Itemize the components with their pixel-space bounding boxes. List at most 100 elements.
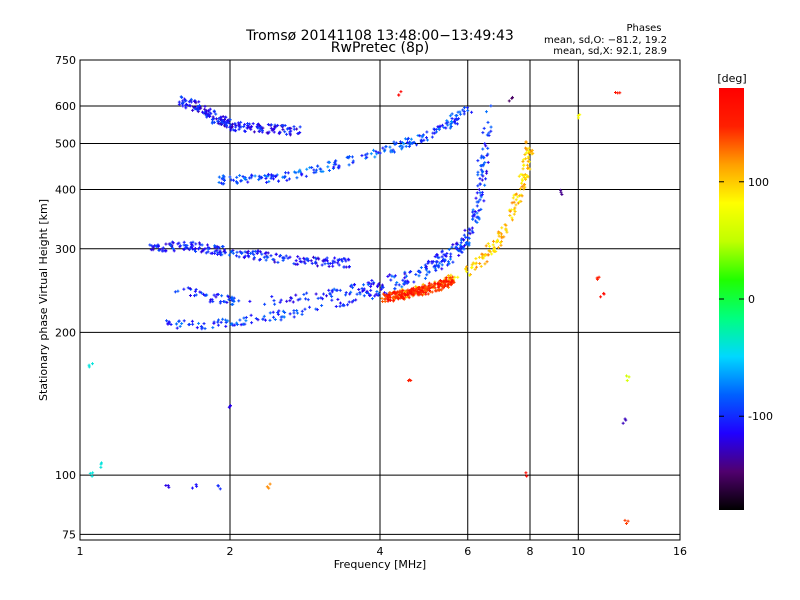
data-point [447, 247, 451, 251]
data-point [276, 123, 280, 127]
data-point [412, 280, 416, 284]
data-point [453, 119, 457, 123]
data-point [476, 184, 480, 188]
data-point [475, 265, 479, 269]
data-point [262, 255, 266, 259]
data-point [265, 180, 269, 184]
data-point [288, 130, 292, 134]
data-point [354, 298, 358, 302]
data-point [310, 166, 314, 170]
data-point [330, 294, 334, 298]
data-point [487, 131, 491, 135]
data-point [283, 123, 287, 127]
data-point [227, 253, 231, 257]
data-point [512, 193, 516, 197]
data-point [288, 299, 292, 303]
data-point [391, 148, 395, 152]
data-point [467, 243, 471, 247]
data-point [298, 130, 302, 134]
data-point [221, 182, 225, 186]
data-point [256, 318, 260, 322]
data-point [447, 262, 451, 266]
data-point [369, 285, 373, 289]
data-point [465, 106, 469, 110]
data-point [475, 204, 479, 208]
data-point [227, 298, 231, 302]
data-point [262, 314, 266, 318]
data-point [389, 291, 393, 295]
data-point [194, 242, 198, 246]
data-point [360, 289, 364, 293]
data-point [447, 282, 451, 286]
data-point [215, 248, 219, 252]
data-point [194, 293, 198, 297]
data-point [218, 249, 222, 253]
data-point [181, 104, 185, 108]
data-point [197, 321, 201, 325]
data-point [300, 172, 304, 176]
data-point [283, 130, 287, 134]
data-point [191, 240, 195, 244]
data-point [396, 297, 400, 301]
data-point [440, 267, 444, 271]
data-point [271, 177, 275, 181]
data-point [436, 288, 440, 292]
colorbar-tick-label: -100 [748, 410, 773, 423]
data-point [314, 260, 318, 264]
data-point [325, 256, 329, 260]
data-point [484, 144, 488, 148]
data-point [296, 132, 300, 136]
data-point [451, 243, 455, 247]
data-point [266, 251, 270, 255]
data-point [237, 127, 241, 131]
data-point [214, 117, 218, 121]
data-point [175, 322, 179, 326]
data-point [478, 177, 482, 181]
data-point [438, 125, 442, 129]
data-point [376, 294, 380, 298]
data-point [220, 118, 224, 122]
data-point [232, 178, 236, 182]
data-point [458, 110, 462, 114]
data-point [437, 127, 441, 131]
data-point [260, 252, 264, 256]
data-point [395, 281, 399, 285]
data-point [392, 275, 396, 279]
data-point [460, 246, 464, 250]
data-point [375, 152, 379, 156]
data-point [338, 257, 342, 261]
data-point [182, 240, 186, 244]
data-point [347, 300, 351, 304]
data-point [197, 100, 201, 104]
data-point [424, 288, 428, 292]
data-point [390, 274, 394, 278]
data-point [251, 122, 255, 126]
data-point [198, 290, 202, 294]
data-point [445, 251, 449, 255]
y-tick-label: 75 [62, 528, 76, 541]
data-point [202, 322, 206, 326]
data-point [292, 315, 296, 319]
data-point [273, 302, 277, 306]
data-point [621, 421, 625, 425]
data-point [504, 223, 508, 227]
data-point [448, 114, 452, 118]
data-point [289, 126, 293, 130]
data-point [172, 249, 176, 253]
data-point [193, 289, 197, 293]
data-point [217, 318, 221, 322]
data-point [214, 295, 218, 299]
data-point [526, 149, 530, 153]
data-point [457, 253, 461, 257]
data-point [188, 294, 192, 298]
data-point [403, 137, 407, 141]
data-point [380, 296, 384, 300]
data-point [285, 178, 289, 182]
data-point [494, 249, 498, 253]
data-point [576, 116, 580, 120]
data-point [277, 179, 281, 183]
data-point [316, 164, 320, 168]
data-point [427, 283, 431, 287]
data-point [369, 288, 373, 292]
data-point [178, 245, 182, 249]
